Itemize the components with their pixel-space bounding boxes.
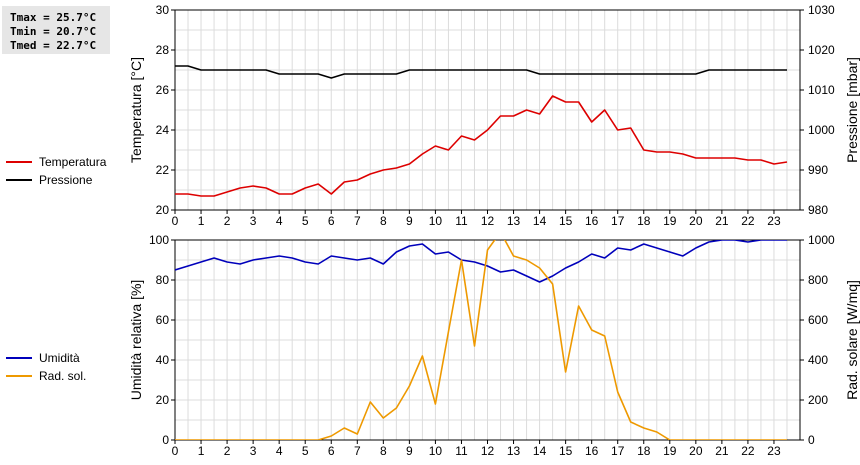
legend: Umidità Rad. sol. xyxy=(6,351,86,383)
x-tick-label: 15 xyxy=(559,214,573,228)
y-right-tick-label: 0 xyxy=(808,433,815,447)
x-tick-label: 20 xyxy=(689,214,703,228)
series-line-pressione xyxy=(175,65,787,79)
x-tick-label: 4 xyxy=(276,214,283,228)
y-left-tick-label: 24 xyxy=(156,123,170,137)
y-right-tick-label: 800 xyxy=(808,273,828,287)
x-tick-label: 21 xyxy=(715,444,729,458)
chart-panel-2: 0 1 2 3 4 5 6 7 8 9 10 11 12 13 14 15 16 17 18 19 20 21 22 2302… xyxy=(6,233,860,458)
x-tick-label: 19 xyxy=(663,444,677,458)
x-tick-label: 9 xyxy=(406,444,413,458)
x-tick-label: 3 xyxy=(250,214,257,228)
y-right-tick-label: 1000 xyxy=(808,123,835,137)
x-tick-label: 12 xyxy=(481,444,495,458)
x-tick-label: 19 xyxy=(663,214,677,228)
stats-box-bg xyxy=(2,6,110,54)
series-line-umidit xyxy=(175,240,787,283)
y-left-tick-label: 20 xyxy=(156,393,170,407)
x-tick-label: 10 xyxy=(429,214,443,228)
x-tick-label: 20 xyxy=(689,444,703,458)
stat-tmed: Tmed = 22.7°C xyxy=(10,39,96,52)
x-tick-label: 11 xyxy=(455,214,468,228)
x-tick-label: 9 xyxy=(406,214,413,228)
x-tick-label: 23 xyxy=(767,444,781,458)
y-right-axis-title: Pressione [mbar] xyxy=(844,57,860,163)
x-tick-label: 3 xyxy=(250,444,257,458)
y-right-tick-label: 1030 xyxy=(808,3,835,17)
y-left-tick-label: 80 xyxy=(156,273,170,287)
x-tick-label: 8 xyxy=(380,214,387,228)
series-line-temperatura xyxy=(175,95,788,197)
x-tick-label: 18 xyxy=(637,214,651,228)
x-tick-label: 22 xyxy=(741,214,755,228)
y-left-tick-label: 28 xyxy=(156,43,170,57)
y-right-tick-label: 600 xyxy=(808,313,828,327)
x-tick-label: 1 xyxy=(198,444,205,458)
x-tick-label: 11 xyxy=(455,444,468,458)
y-right-tick-label: 980 xyxy=(808,203,828,217)
y-right-tick-label: 400 xyxy=(808,353,828,367)
legend-label: Pressione xyxy=(39,173,93,187)
x-tick-label: 0 xyxy=(172,444,179,458)
y-left-tick-label: 0 xyxy=(162,433,169,447)
x-tick-label: 16 xyxy=(585,214,599,228)
y-right-tick-label: 1020 xyxy=(808,43,835,57)
x-tick-label: 5 xyxy=(302,444,309,458)
x-tick-label: 17 xyxy=(611,214,625,228)
y-left-tick-label: 100 xyxy=(149,233,169,247)
x-tick-label: 5 xyxy=(302,214,309,228)
legend-label: Rad. sol. xyxy=(39,369,86,383)
y-left-axis-title: Temperatura [°C] xyxy=(128,57,144,163)
x-tick-label: 21 xyxy=(715,214,729,228)
y-left-tick-label: 30 xyxy=(156,3,170,17)
stat-tmax: Tmax = 25.7°C xyxy=(10,11,96,24)
x-tick-label: 13 xyxy=(507,444,521,458)
x-tick-label: 6 xyxy=(328,214,335,228)
y-left-tick-label: 40 xyxy=(156,353,170,367)
x-tick-label: 6 xyxy=(328,444,335,458)
x-tick-label: 22 xyxy=(741,444,755,458)
x-tick-label: 18 xyxy=(637,444,651,458)
stats-box: Tmax = 25.7°C Tmin = 20.7°C Tmed = 22.7°… xyxy=(2,6,110,54)
y-left-tick-label: 60 xyxy=(156,313,170,327)
y-left-axis-title: Umidità relativa [%] xyxy=(128,280,144,401)
x-tick-label: 2 xyxy=(224,214,231,228)
legend-label: Temperatura xyxy=(39,155,107,169)
chart-panel-1: 0 1 2 3 4 5 6 7 8 9 10 11 12 13 14 15 16 17 18 19 20 21 22 2320… xyxy=(6,3,860,228)
legend: Temperatura Pressione xyxy=(6,155,107,187)
x-tick-label: 2 xyxy=(224,444,231,458)
stat-tmin: Tmin = 20.7°C xyxy=(10,25,96,38)
y-right-axis-title: Rad. solare [W/mq] xyxy=(844,280,860,400)
series-line-rad-sol xyxy=(175,240,787,440)
y-left-tick-label: 22 xyxy=(156,163,170,177)
y-left-tick-label: 20 xyxy=(156,203,170,217)
x-tick-label: 8 xyxy=(380,444,387,458)
x-tick-label: 15 xyxy=(559,444,573,458)
x-tick-label: 1 xyxy=(198,214,205,228)
x-tick-label: 7 xyxy=(354,214,361,228)
x-tick-label: 0 xyxy=(172,214,179,228)
x-tick-label: 12 xyxy=(481,214,495,228)
y-right-tick-label: 1000 xyxy=(808,233,835,247)
y-left-tick-label: 26 xyxy=(156,83,170,97)
x-tick-label: 17 xyxy=(611,444,625,458)
y-right-tick-label: 200 xyxy=(808,393,828,407)
x-tick-label: 4 xyxy=(276,444,283,458)
legend-label: Umidità xyxy=(39,351,80,365)
x-tick-label: 16 xyxy=(585,444,599,458)
y-right-tick-label: 990 xyxy=(808,163,828,177)
x-tick-label: 23 xyxy=(767,214,781,228)
x-tick-label: 14 xyxy=(533,214,547,228)
x-tick-label: 13 xyxy=(507,214,521,228)
y-right-tick-label: 1010 xyxy=(808,83,835,97)
x-tick-label: 14 xyxy=(533,444,547,458)
x-tick-label: 10 xyxy=(429,444,443,458)
x-tick-label: 7 xyxy=(354,444,361,458)
